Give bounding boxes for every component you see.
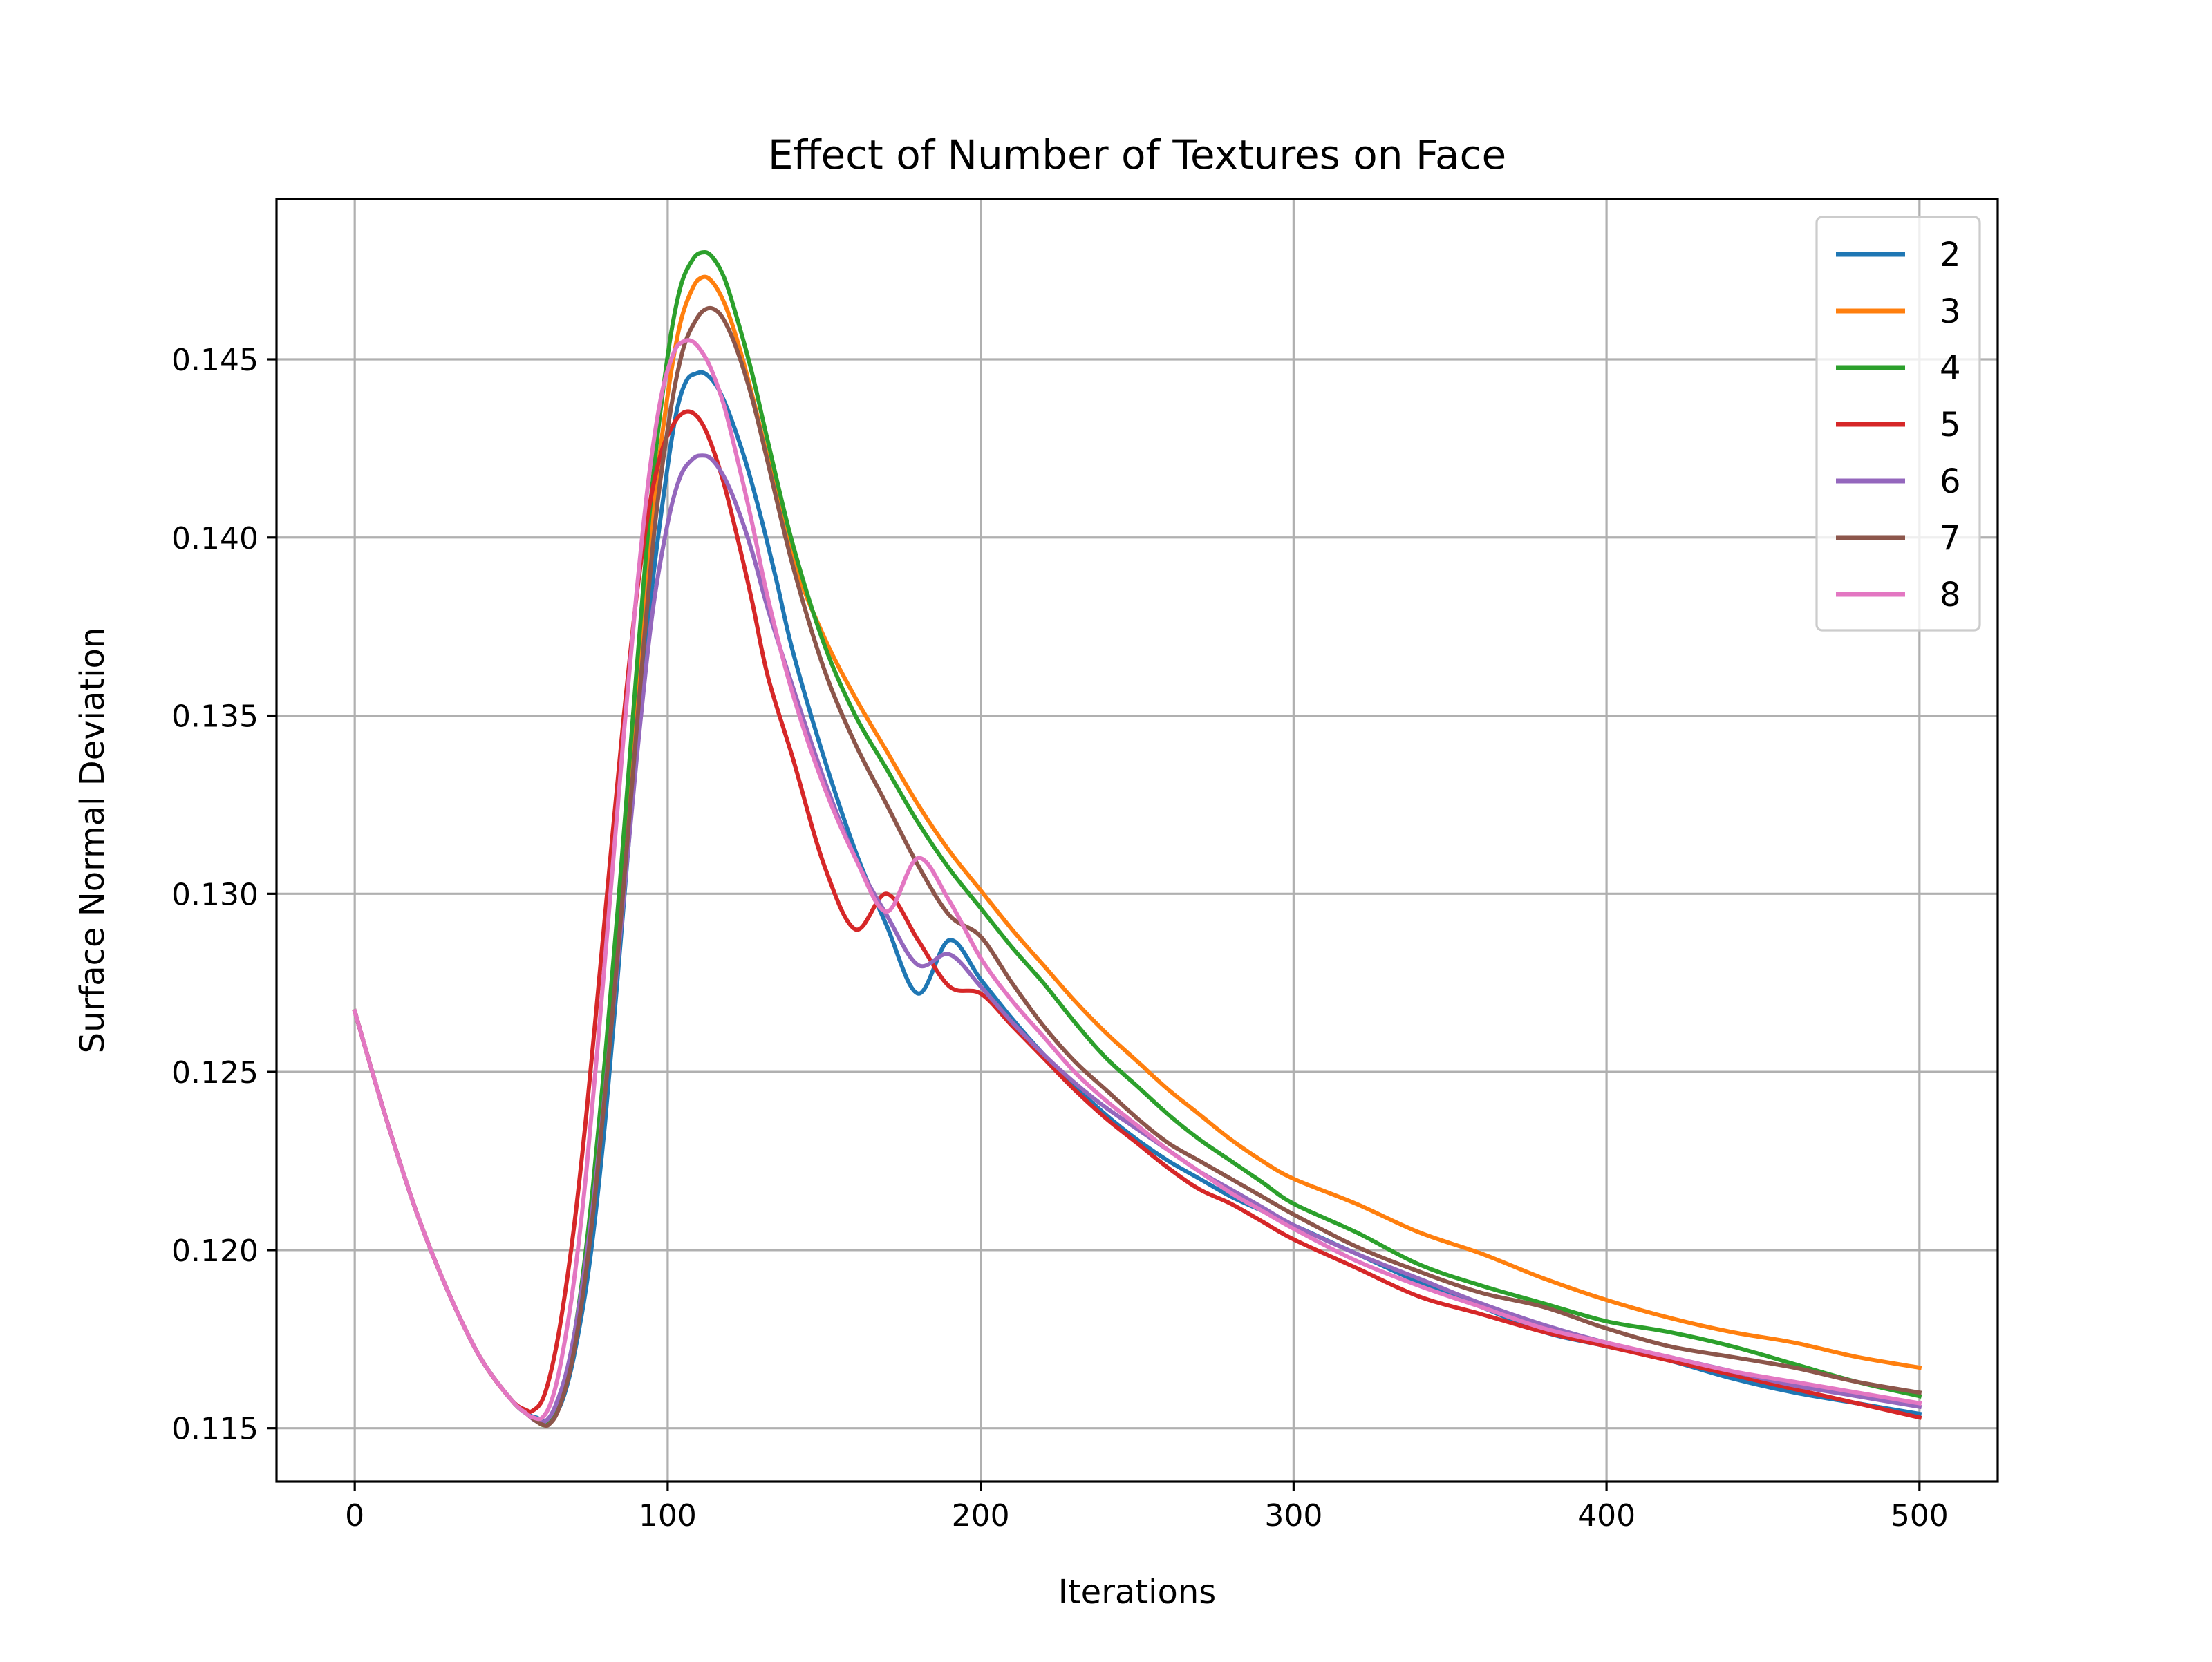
y-tick-label: 0.140 (171, 521, 259, 556)
x-axis-title: Iterations (1058, 1573, 1217, 1612)
y-tick-label: 0.135 (171, 699, 259, 735)
x-tick-label: 100 (639, 1498, 697, 1533)
legend-label-5: 5 (1940, 406, 1961, 444)
x-tick-label: 0 (345, 1498, 364, 1533)
x-tick-label: 200 (952, 1498, 1010, 1533)
legend: 2 3 4 5 6 7 8 (1815, 216, 1981, 632)
y-tick-label: 0.115 (171, 1412, 259, 1447)
x-tick-label: 400 (1577, 1498, 1635, 1533)
y-tick-label: 0.145 (171, 343, 259, 378)
series-lines (352, 249, 1922, 1428)
x-tick-label: 500 (1891, 1498, 1949, 1533)
series-line-6 (352, 453, 1922, 1425)
y-tick-label: 0.120 (171, 1234, 259, 1269)
x-tick-label: 300 (1264, 1498, 1322, 1533)
x-axis-ticks: 0 100 200 300 400 500 (345, 1482, 1949, 1533)
y-axis-ticks: 0.115 0.120 0.125 0.130 0.135 0.140 0.145 (171, 343, 276, 1447)
series-line-7 (352, 305, 1922, 1428)
legend-label-3: 3 (1940, 292, 1961, 331)
legend-label-4: 4 (1940, 349, 1961, 388)
series-line-8 (352, 338, 1922, 1422)
chart-title: Effect of Number of Textures on Face (768, 131, 1506, 178)
legend-label-6: 6 (1940, 462, 1961, 501)
legend-label-2: 2 (1940, 236, 1961, 274)
y-tick-label: 0.125 (171, 1055, 259, 1090)
y-axis-title: Surface Normal Deviation (73, 627, 112, 1054)
legend-label-7: 7 (1940, 519, 1961, 558)
grid (276, 199, 1998, 1482)
series-line-5 (352, 409, 1922, 1420)
y-tick-label: 0.130 (171, 877, 259, 912)
legend-label-8: 8 (1940, 576, 1961, 614)
plot-frame (275, 198, 1999, 1483)
